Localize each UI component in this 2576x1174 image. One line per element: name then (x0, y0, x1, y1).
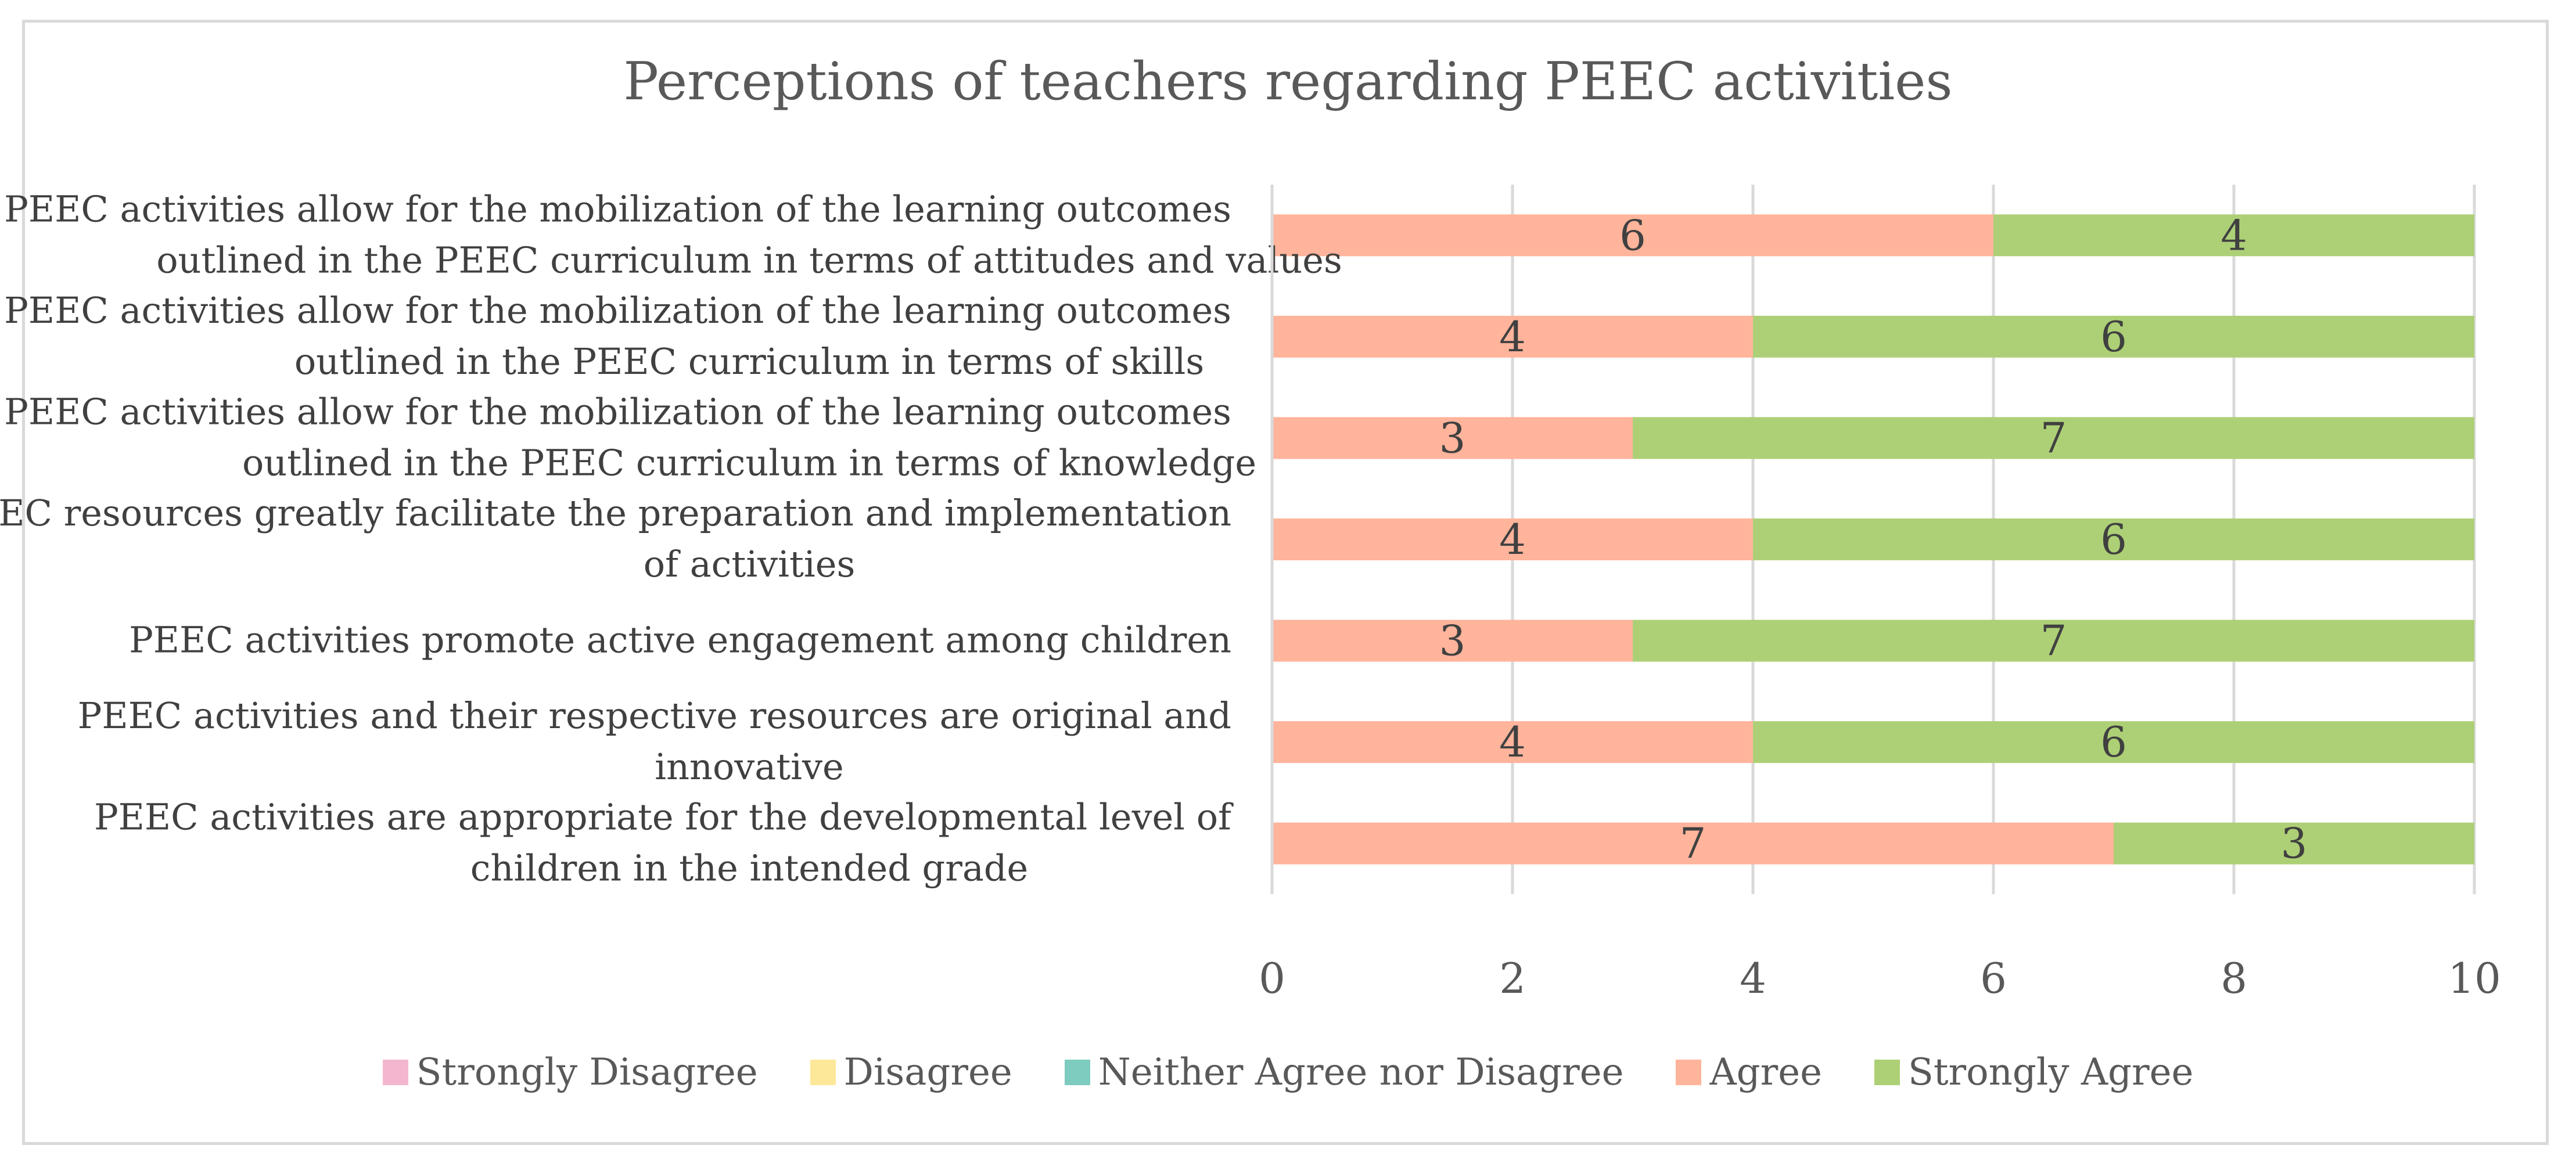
legend-swatch (1064, 1060, 1090, 1085)
data-label: 3 (1439, 413, 1466, 462)
x-tick-label: 0 (1259, 954, 1285, 1003)
x-tick-label: 4 (1740, 954, 1766, 1003)
bar-segment (1993, 214, 2474, 257)
x-tick-label: 8 (2221, 954, 2247, 1003)
legend-label: Strongly Disagree (416, 1051, 758, 1094)
bar-segment (1272, 721, 1753, 764)
bar-segment (1753, 315, 2474, 358)
legend-swatch (382, 1060, 408, 1085)
category-label: of activities (644, 543, 856, 585)
category-label: PEEC activities allow for the mobilizati… (4, 390, 1231, 433)
data-label: 7 (2040, 617, 2067, 665)
data-label: 4 (1499, 515, 1526, 564)
category-label: PEEC activities allow for the mobilizati… (4, 289, 1231, 332)
bar-segment (1272, 214, 1993, 257)
bar-segment (1272, 620, 1633, 662)
legend-label: Neither Agree nor Disagree (1098, 1051, 1624, 1094)
bar-segment (1272, 518, 1753, 560)
legend-item: Strongly Disagree (382, 1051, 758, 1094)
legend-label: Agree (1709, 1051, 1822, 1094)
bar-segment (1272, 417, 1633, 459)
bar-segment (1272, 822, 2114, 865)
legend-swatch (1874, 1060, 1900, 1085)
bar-segment (1633, 620, 2474, 662)
category-label: outlined in the PEEC curriculum in terms… (242, 441, 1256, 484)
data-label: 3 (1439, 617, 1466, 665)
category-label: PEEC activities and their respective res… (78, 694, 1231, 737)
category-label: outlined in the PEEC curriculum in terms… (156, 239, 1342, 281)
data-label: 7 (1680, 819, 1706, 868)
category-label: children in the intended grade (470, 847, 1028, 889)
category-label: PEEC activities are appropriate for the … (94, 796, 1234, 838)
legend-item: Neither Agree nor Disagree (1064, 1051, 1624, 1094)
category-label: PEEC activities promote active engagemen… (129, 619, 1231, 661)
data-label: 3 (2281, 819, 2308, 868)
data-label: 6 (2100, 718, 2127, 766)
bar-segment (1753, 518, 2474, 560)
legend: Strongly Disagree Disagree Neither Agree n… (0, 1051, 2576, 1094)
x-tick-label: 6 (1980, 954, 2007, 1003)
data-label: 7 (2040, 413, 2067, 462)
chart-title: Perceptions of teachers regarding PEEC a… (623, 51, 1953, 112)
data-label: 6 (1619, 211, 1646, 260)
bar-segment (2114, 822, 2474, 865)
legend-item: Strongly Agree (1874, 1051, 2193, 1094)
data-label: 4 (1499, 718, 1526, 766)
category-label: innovative (655, 746, 843, 788)
legend-swatch (1676, 1060, 1702, 1085)
legend-item: Agree (1676, 1051, 1822, 1094)
chart-frame (22, 20, 2549, 1145)
legend-item: Disagree (810, 1051, 1012, 1094)
legend-swatch (810, 1060, 836, 1085)
x-tick-label: 2 (1499, 954, 1526, 1003)
bar-segment (1633, 417, 2474, 459)
category-label: outlined in the PEEC curriculum in terms… (294, 340, 1204, 383)
category-label: PEEC resources greatly facilitate the pr… (0, 492, 1231, 534)
data-label: 4 (2221, 211, 2247, 260)
data-label: 6 (2100, 515, 2127, 564)
bar-segment (1753, 721, 2474, 764)
x-tick-label: 10 (2448, 954, 2501, 1003)
legend-label: Disagree (843, 1051, 1012, 1094)
data-label: 6 (2100, 312, 2127, 361)
bar-segment (1272, 315, 1753, 358)
category-label: PEEC activities allow for the mobilizati… (4, 188, 1231, 230)
data-label: 4 (1499, 312, 1526, 361)
legend-label: Strongly Agree (1907, 1051, 2194, 1094)
